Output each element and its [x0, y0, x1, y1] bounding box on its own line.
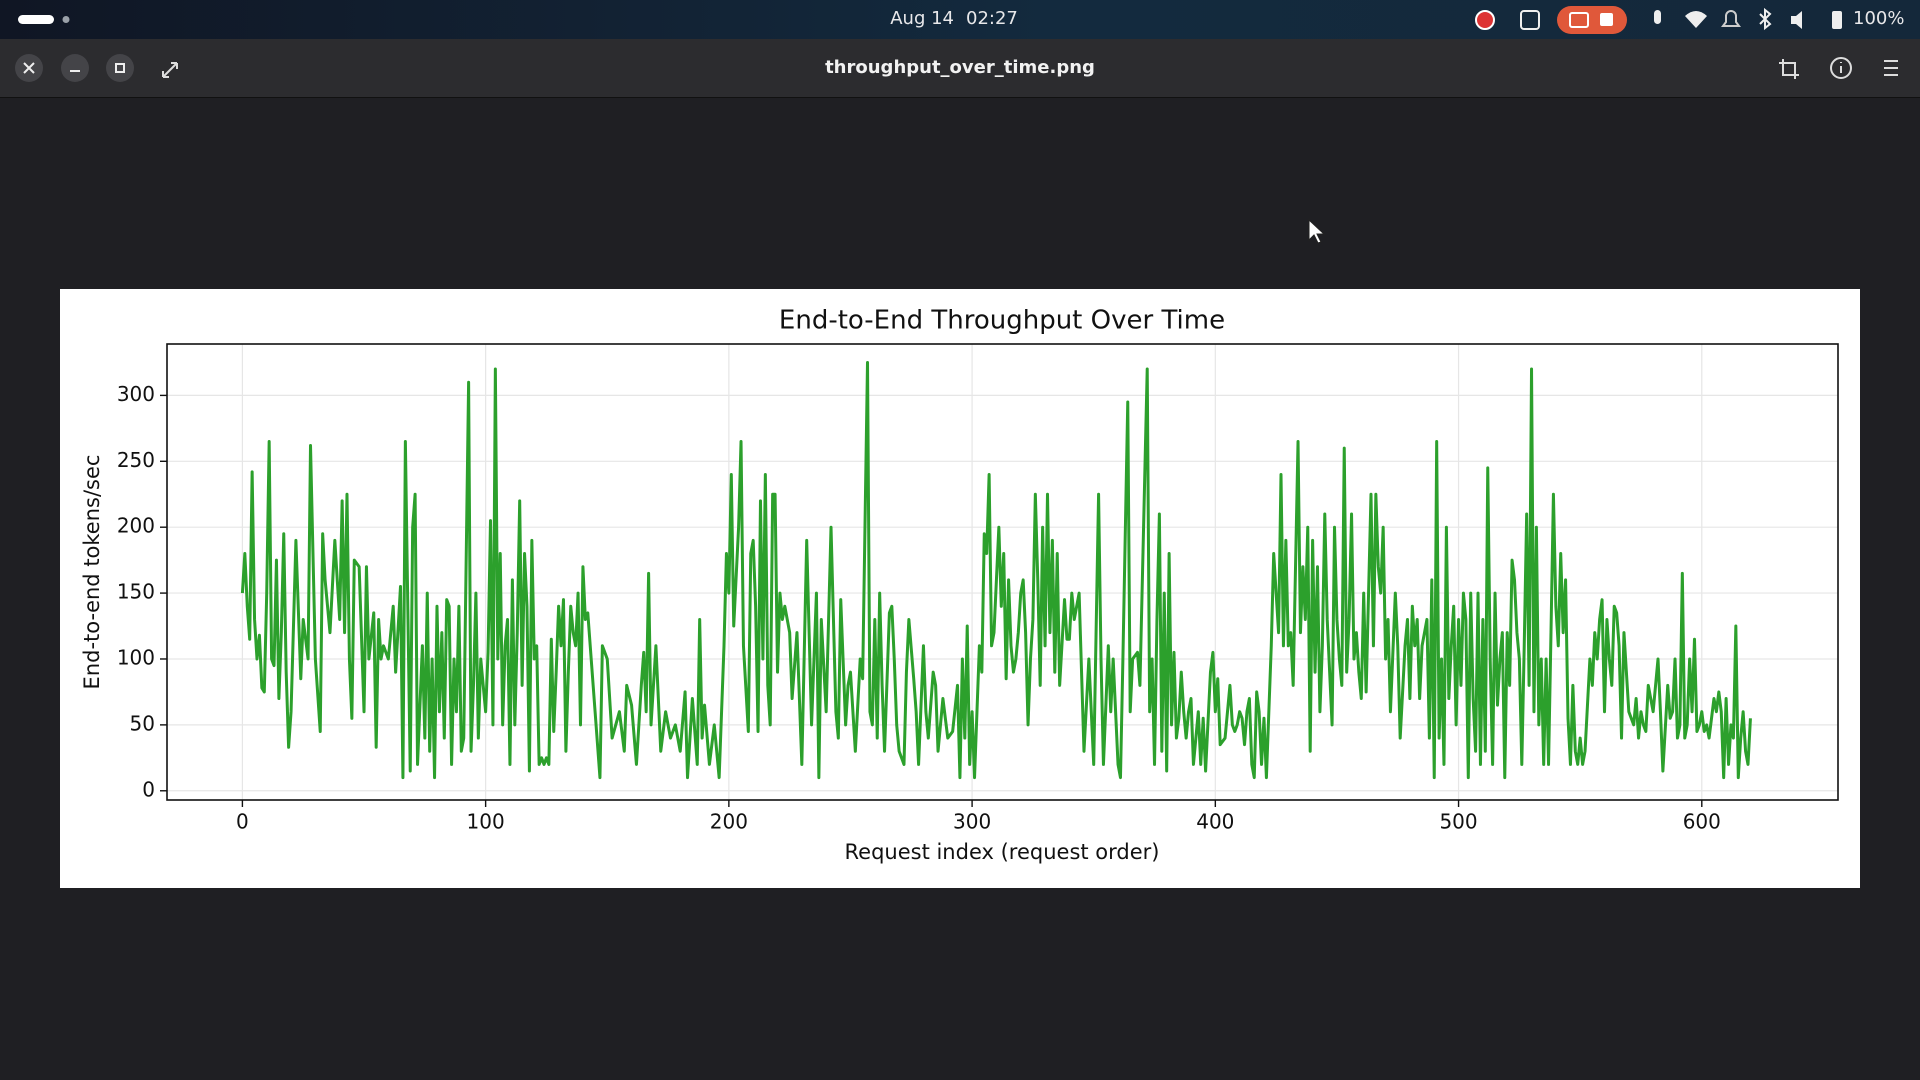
battery-icon[interactable] — [1832, 11, 1842, 29]
chart: 0 50 100 150 200 250 300 0 100 200 300 400 500 600 — [117, 344, 1838, 834]
stop-icon — [1600, 13, 1613, 26]
data-line — [240, 360, 1752, 780]
mouse-cursor — [1308, 218, 1326, 244]
close-icon — [23, 62, 35, 74]
y-tick-label: 0 — [142, 777, 155, 801]
x-tick-label: 200 — [710, 810, 748, 834]
date[interactable]: Aug 14 — [890, 8, 954, 29]
title-bar — [0, 39, 1920, 98]
x-axis-label: Request index (request order) — [845, 840, 1160, 864]
mic-icon[interactable] — [1654, 10, 1661, 24]
x-tick-label: 100 — [467, 810, 505, 834]
chart-title: End-to-End Throughput Over Time — [779, 306, 1225, 336]
maximize-button[interactable] — [106, 54, 134, 82]
workspace-dot[interactable] — [62, 16, 70, 23]
maximize-icon — [115, 63, 125, 73]
x-tick-label: 300 — [953, 810, 991, 834]
time[interactable]: 02:27 — [966, 8, 1018, 29]
bluetooth-icon[interactable] — [1759, 7, 1772, 31]
status-icon[interactable] — [1475, 10, 1495, 30]
y-tick-label: 250 — [117, 448, 155, 472]
title-bar-border — [0, 97, 1920, 98]
workspace-indicator[interactable] — [18, 15, 54, 24]
top-bar — [0, 0, 1920, 39]
minimize-button[interactable] — [61, 54, 89, 82]
wifi-icon[interactable] — [1685, 11, 1707, 28]
status-icon[interactable] — [1520, 10, 1540, 30]
y-tick-label: 150 — [117, 580, 155, 604]
plot-frame — [166, 343, 1839, 801]
y-tick-label: 300 — [117, 382, 155, 406]
notification-icon[interactable] — [1721, 10, 1741, 27]
fullscreen-button[interactable] — [162, 62, 178, 78]
y-tick-label: 200 — [117, 514, 155, 538]
y-axis-label: End-to-end tokens/sec — [80, 455, 104, 690]
screencast-icon — [1569, 12, 1589, 28]
menu-button[interactable] — [1884, 60, 1898, 76]
info-button[interactable] — [1830, 57, 1852, 79]
crop-button[interactable] — [1779, 59, 1799, 79]
x-tick-label: 400 — [1196, 810, 1234, 834]
image-canvas — [60, 289, 1860, 888]
volume-icon[interactable] — [1791, 11, 1802, 29]
screencast-indicator[interactable] — [1557, 6, 1627, 34]
y-tick-label: 100 — [117, 645, 155, 669]
x-tick-label: 0 — [236, 810, 249, 834]
y-tick-label: 50 — [130, 711, 155, 735]
x-tick-label: 600 — [1683, 810, 1721, 834]
window-title: throughput_over_time.png — [825, 57, 1095, 78]
x-tick-label: 500 — [1439, 810, 1477, 834]
battery-level[interactable]: 100% — [1853, 8, 1904, 29]
